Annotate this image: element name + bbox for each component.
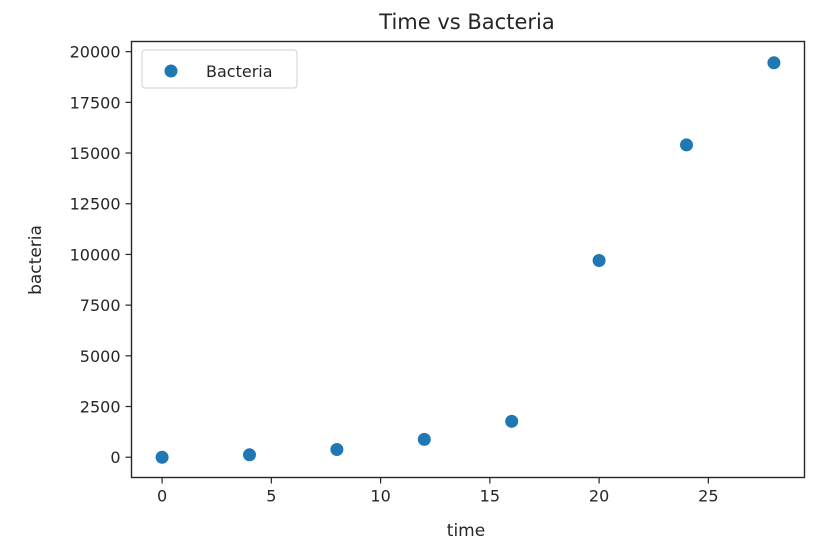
y-tick-label: 7500 <box>80 296 121 315</box>
legend-marker <box>164 64 178 78</box>
y-tick-label: 0 <box>110 448 120 467</box>
data-points <box>155 56 781 464</box>
data-point <box>592 254 606 268</box>
data-point <box>330 443 344 457</box>
y-tick-label: 15000 <box>70 144 121 163</box>
x-tick-label: 0 <box>157 487 167 506</box>
legend-label: Bacteria <box>206 62 273 81</box>
y-axis-label: bacteria <box>26 225 46 295</box>
x-axis-label: time <box>447 521 485 541</box>
y-tick-label: 2500 <box>80 398 121 417</box>
legend: Bacteria <box>141 49 298 89</box>
x-tick-label: 15 <box>480 487 500 506</box>
data-point <box>155 450 169 464</box>
x-tick-label: 25 <box>698 487 718 506</box>
chart-title: Time vs Bacteria <box>378 10 554 34</box>
legend-box <box>141 49 298 89</box>
x-tick-label: 5 <box>266 487 276 506</box>
x-tick-label: 20 <box>589 487 609 506</box>
data-point <box>680 138 694 152</box>
data-point <box>417 432 431 446</box>
data-point <box>505 414 519 428</box>
y-tick-label: 17500 <box>70 93 121 112</box>
y-tick-label: 10000 <box>70 245 121 264</box>
x-tick-label: 10 <box>370 487 390 506</box>
y-tick-label: 20000 <box>70 43 121 62</box>
axis-ticks: 0 5 10 15 20 25 0 2500 5000 7500 10000 12500 15000 17… <box>70 43 719 506</box>
data-point <box>242 448 256 462</box>
y-tick-label: 12500 <box>70 195 121 214</box>
plot-frame <box>130 40 806 479</box>
data-point <box>767 56 781 70</box>
y-tick-label: 5000 <box>80 347 121 366</box>
